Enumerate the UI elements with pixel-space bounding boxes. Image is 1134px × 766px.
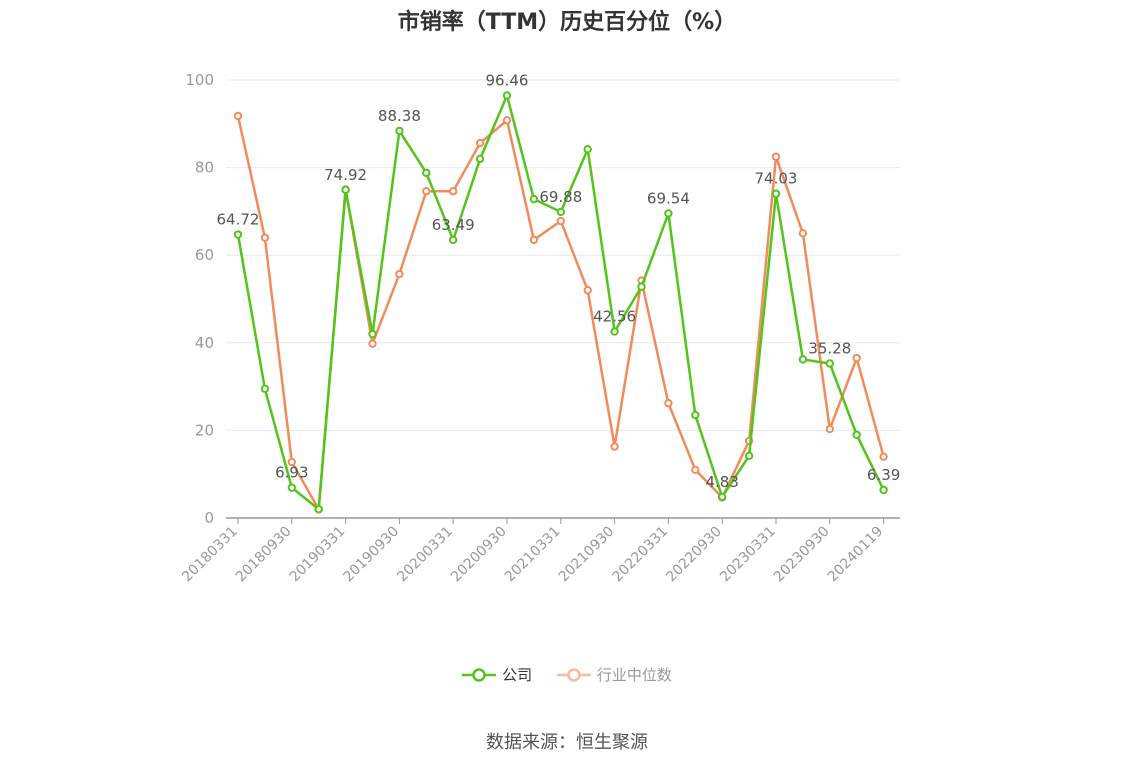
data-point-series-0: [744, 451, 754, 461]
data-point-series-1: [556, 216, 565, 226]
data-point-series-0: [771, 189, 781, 198]
x-tick-label: 20230331: [717, 524, 779, 586]
y-tick-label: 20: [195, 421, 214, 439]
legend: 公司 行业中位数: [0, 664, 1134, 686]
data-point-series-0: [718, 492, 727, 502]
x-tick-label: 20190331: [287, 524, 349, 586]
series-lines: [233, 91, 888, 514]
data-point-series-0: [422, 168, 431, 178]
data-label: 88.38: [378, 107, 421, 125]
data-point-series-1: [475, 138, 485, 148]
data-label: 74.03: [755, 170, 798, 188]
grid-lines: [226, 79, 900, 431]
x-tick-label: 20240119: [825, 524, 887, 586]
data-point-series-0: [314, 505, 323, 514]
data-source: 数据来源：恒生聚源: [486, 732, 648, 753]
data-label: 63.49: [432, 216, 475, 234]
x-tick-label: 20180331: [179, 524, 241, 586]
data-label: 96.46: [486, 72, 529, 90]
y-tick-label: 80: [195, 159, 214, 177]
data-point-series-1: [233, 111, 243, 121]
data-point-series-0: [583, 145, 592, 154]
x-tick-label: 20230930: [771, 524, 833, 586]
data-point-series-1: [771, 152, 781, 161]
legend-item-industry-median[interactable]: 行业中位数: [556, 664, 672, 685]
data-point-series-0: [502, 91, 512, 100]
legend-swatch-industry-icon: [556, 667, 591, 682]
legend-swatch-company-icon: [462, 667, 497, 682]
data-point-series-1: [502, 116, 512, 125]
data-point-series-1: [529, 235, 539, 245]
data-label: 69.88: [539, 188, 582, 206]
data-point-series-1: [583, 286, 592, 295]
data-point-series-0: [610, 327, 619, 336]
data-point-series-0: [529, 194, 539, 204]
data-point-series-1: [879, 452, 888, 461]
x-tick-label: 20180930: [233, 524, 295, 586]
data-point-series-0: [287, 483, 296, 492]
data-label: 69.54: [647, 189, 690, 207]
x-tick-label: 20190930: [341, 524, 403, 586]
data-point-series-0: [691, 410, 700, 420]
x-tick-label: 20210930: [556, 524, 618, 586]
data-point-series-0: [341, 185, 350, 195]
data-point-series-1: [287, 457, 296, 467]
chart-title: 市销率（TTM）历史百分位（%）: [397, 10, 737, 35]
series-line-0: [236, 94, 885, 511]
data-label: 6.93: [275, 464, 308, 482]
data-point-series-1: [610, 442, 619, 451]
data-point-series-0: [879, 485, 888, 495]
y-tick-label: 60: [195, 246, 214, 264]
data-point-series-1: [825, 424, 834, 434]
data-label: 6.39: [867, 466, 900, 484]
data-labels: 64.72 6.93 74.92 88.38 63.49 96.46 69.88 42.56 6…: [217, 72, 901, 491]
legend-label-industry-median: 行业中位数: [596, 666, 672, 684]
data-point-series-0: [798, 355, 808, 364]
data-point-series-1: [368, 339, 377, 348]
data-point-series-1: [395, 269, 404, 279]
y-tick-label: 40: [195, 334, 214, 352]
x-tick-label: 20200930: [448, 524, 510, 586]
data-point-series-0: [852, 430, 861, 439]
data-point-series-0: [368, 329, 377, 339]
data-label: 42.56: [593, 308, 636, 326]
data-point-series-1: [852, 353, 861, 363]
legend-item-company[interactable]: 公司: [462, 664, 532, 685]
data-label: 64.72: [217, 211, 260, 229]
y-tick-label: 100: [185, 71, 214, 89]
y-tick-label: 0: [204, 509, 214, 527]
data-point-series-0: [825, 359, 834, 368]
x-tick-label: 20220331: [610, 524, 672, 586]
data-point-series-0: [233, 230, 243, 239]
data-point-series-0: [395, 126, 404, 136]
data-point-series-0: [475, 154, 485, 164]
axes: 0 20 40 60 80 100 2018033120180930201903312019…: [179, 71, 900, 585]
legend-label-company: 公司: [502, 666, 533, 684]
data-point-series-1: [449, 187, 458, 196]
data-point-series-0: [260, 384, 270, 393]
x-tick-label: 20220930: [663, 524, 725, 586]
data-point-series-0: [664, 209, 673, 218]
data-point-series-1: [691, 465, 700, 475]
x-tick-label: 20200331: [394, 524, 456, 586]
data-point-series-0: [637, 282, 646, 291]
data-point-series-0: [556, 207, 565, 217]
data-label: 4.83: [705, 473, 738, 491]
data-label: 35.28: [808, 339, 851, 357]
data-point-series-1: [798, 229, 808, 238]
data-point-series-1: [422, 187, 431, 196]
data-point-series-0: [449, 235, 458, 245]
data-point-series-1: [664, 399, 673, 408]
data-label: 74.92: [324, 166, 367, 184]
data-point-series-1: [260, 233, 270, 242]
x-tick-label: 20210331: [502, 524, 564, 586]
